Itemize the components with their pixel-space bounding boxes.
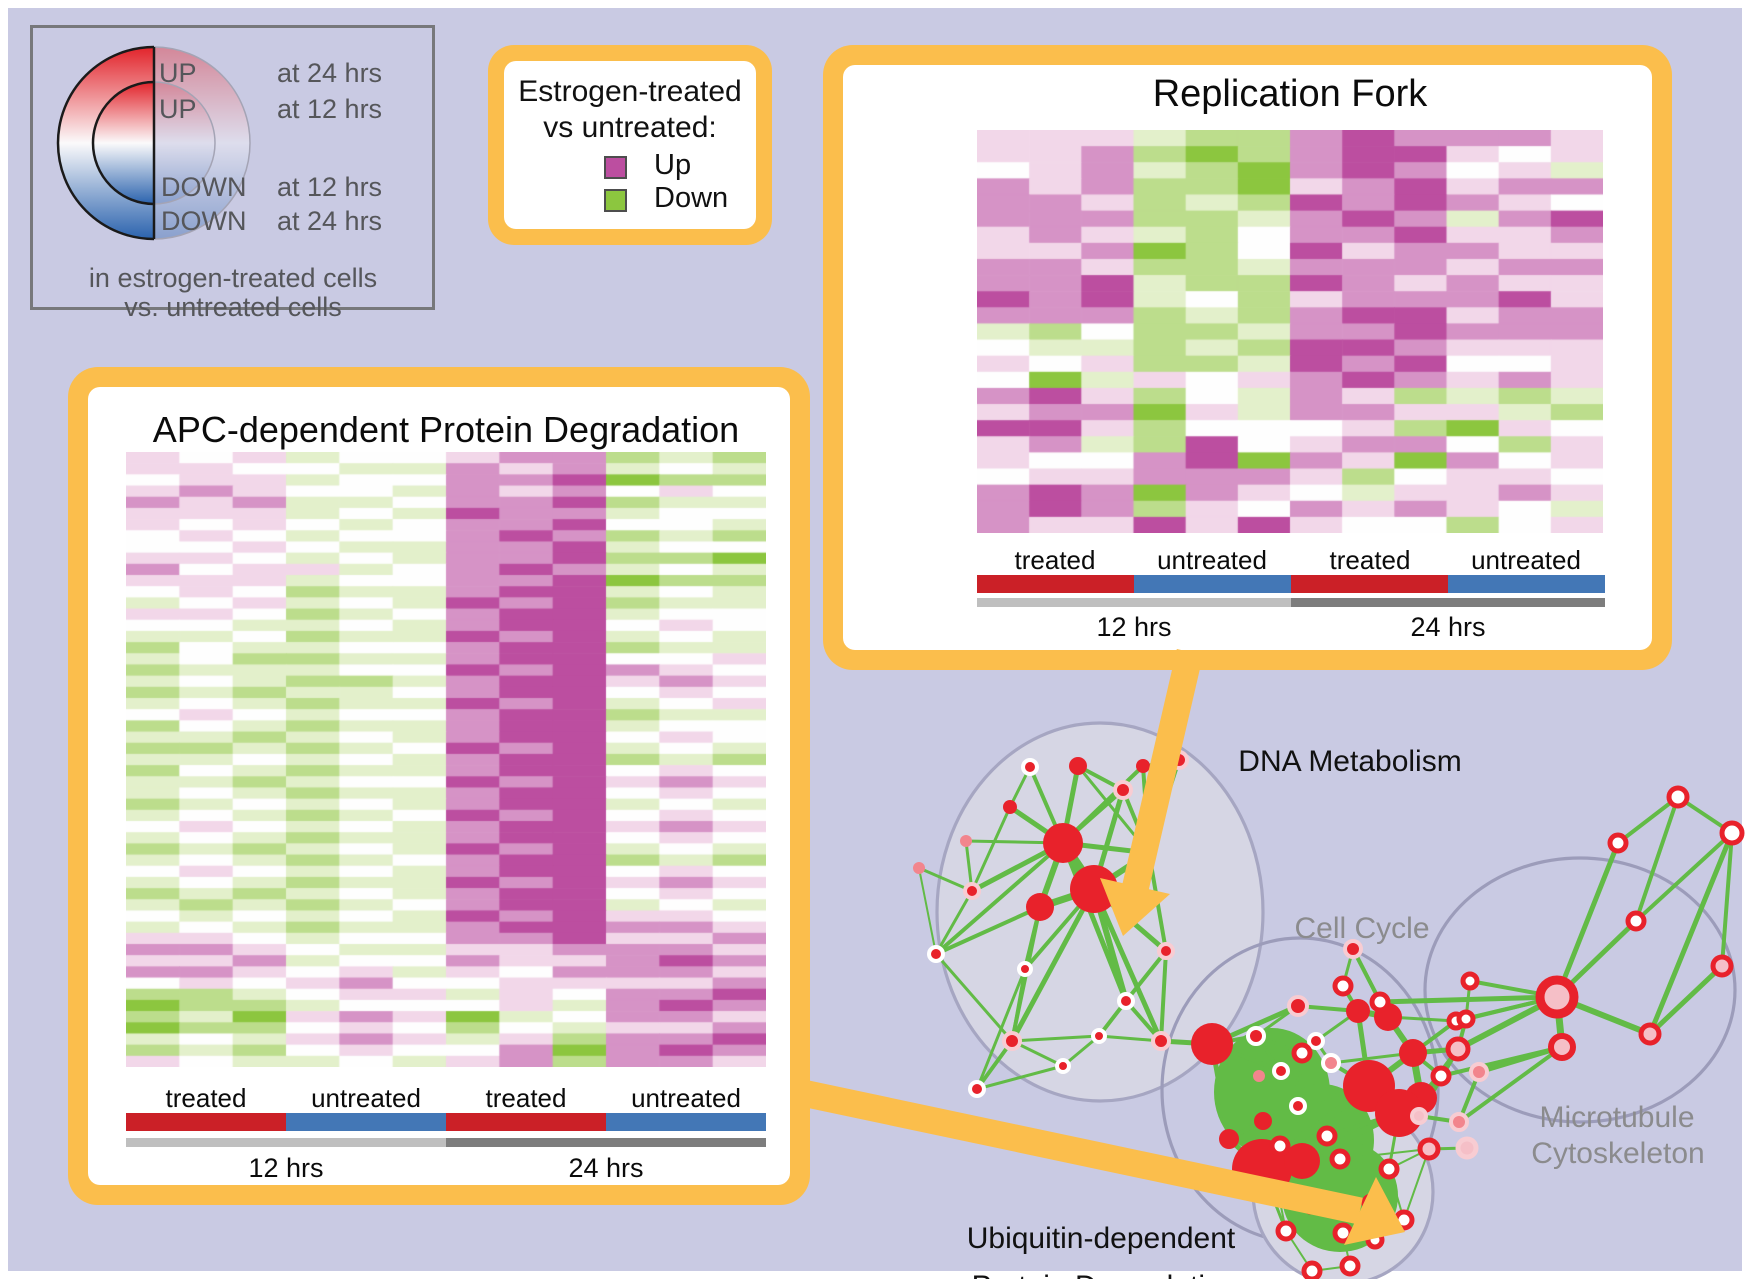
apc-col-label-treated-12: treated xyxy=(165,1083,247,1113)
cell-cycle-label: Cell Cycle xyxy=(1294,912,1430,945)
apc-24hrs-bar xyxy=(446,1138,766,1147)
legend-dir-down-24: DOWN xyxy=(161,206,247,236)
apc-12hrs-bar xyxy=(126,1138,446,1147)
apc-24hrs-label: 24 hrs xyxy=(568,1153,644,1183)
rf-col-label-treated-24: treated xyxy=(1329,545,1411,575)
apc-treated-bar-12 xyxy=(126,1113,286,1131)
legend-time-12b: at 12 hrs xyxy=(277,172,383,202)
apc-col-label-treated-24: treated xyxy=(485,1083,567,1113)
apc-panel: APC-dependent Protein Degradation treate… xyxy=(68,367,810,1205)
legend-dir-up-24: UP xyxy=(159,58,197,88)
gradient-circles-icon xyxy=(56,45,254,241)
microtubule-label-line2: Cytoskeleton xyxy=(1531,1137,1705,1170)
rf-untreated-bar-24 xyxy=(1448,575,1605,593)
legend-footer-line1: in estrogen-treated cells xyxy=(88,263,378,293)
rf-col-label-treated-12: treated xyxy=(1014,545,1096,575)
rf-24hrs-label: 24 hrs xyxy=(1410,612,1486,642)
legend-time-24a: at 24 hrs xyxy=(277,58,383,88)
apc-col-label-untreated-12: untreated xyxy=(311,1083,421,1113)
ubiquitin-label-line1: Ubiquitin-dependent xyxy=(966,1222,1236,1255)
estrogen-legend-inner: Estrogen-treated vs untreated: Up Down xyxy=(504,61,756,229)
rf-treated-bar-24 xyxy=(1291,575,1448,593)
legend-footer-line2: vs. untreated cells xyxy=(124,292,342,322)
estrogen-legend-box: Estrogen-treated vs untreated: Up Down xyxy=(488,45,772,245)
up-label: Up xyxy=(654,149,692,181)
updown-time-legend-box: UP at 24 hrs UP at 12 hrs DOWN at 12 hrs… xyxy=(30,25,435,322)
apc-untreated-bar-24 xyxy=(606,1113,766,1131)
apc-untreated-bar-12 xyxy=(286,1113,446,1131)
up-color-swatch xyxy=(604,156,627,179)
legend-time-24b: at 24 hrs xyxy=(277,206,383,236)
replication-fork-title: Replication Fork xyxy=(1152,73,1428,115)
down-label: Down xyxy=(654,182,729,214)
rf-untreated-bar-12 xyxy=(1134,575,1291,593)
apc-heatmap xyxy=(126,452,766,1067)
ubiquitin-label-line2: Protein Degradation xyxy=(972,1270,1239,1279)
rf-12hrs-label: 12 hrs xyxy=(1096,612,1172,642)
apc-12hrs-label: 12 hrs xyxy=(248,1153,324,1183)
replication-fork-panel: Replication Fork treated untreated treat… xyxy=(823,45,1672,670)
microtubule-label-line1: Microtubule xyxy=(1539,1101,1695,1134)
legend-dir-down-12: DOWN xyxy=(161,172,247,202)
dna-metabolism-label: DNA Metabolism xyxy=(1238,745,1462,778)
estrogen-legend-title-line1: Estrogen-treated xyxy=(518,75,742,108)
apc-col-label-untreated-24: untreated xyxy=(631,1083,741,1113)
estrogen-legend-title-line2: vs untreated: xyxy=(543,111,717,144)
rf-treated-bar-12 xyxy=(977,575,1134,593)
replication-fork-heatmap xyxy=(977,130,1603,533)
rf-col-label-untreated-24: untreated xyxy=(1471,545,1581,575)
legend-dir-up-12: UP xyxy=(159,94,197,124)
apc-treated-bar-24 xyxy=(446,1113,606,1131)
rf-col-label-untreated-12: untreated xyxy=(1157,545,1267,575)
legend-time-12a: at 12 hrs xyxy=(277,94,383,124)
rf-24hrs-bar xyxy=(1291,598,1605,607)
apc-panel-title: APC-dependent Protein Degradation xyxy=(152,409,740,450)
rf-12hrs-bar xyxy=(977,598,1291,607)
down-color-swatch xyxy=(604,189,627,212)
